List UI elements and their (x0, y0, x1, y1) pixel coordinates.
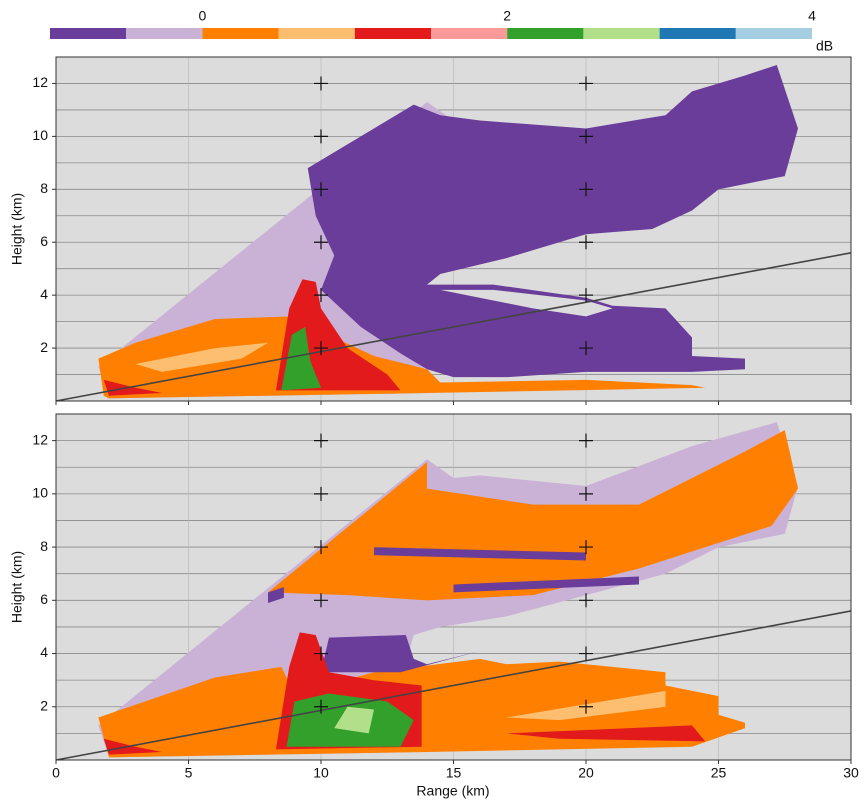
y-tick-label: 4 (40, 286, 48, 302)
colorbar: 0 2 4dB (50, 8, 833, 54)
x-tick-label: 20 (578, 765, 594, 781)
colorbar-unit: dB (816, 38, 833, 54)
figure: Height (km) 24681012 Height (k (0, 0, 864, 804)
x-tick-label: 15 (446, 765, 462, 781)
x-tick-label: 25 (711, 765, 727, 781)
x-tick-label: 30 (843, 765, 859, 781)
colorbar-segment (202, 28, 278, 39)
y-tick-label: 10 (32, 127, 48, 143)
colorbar-segment (583, 28, 659, 39)
y-tick-label: 8 (40, 180, 48, 196)
panel-top: Height (km) 2 4 6 8 10 12 (9, 57, 851, 405)
colorbar-segment (736, 28, 812, 39)
panel-bottom: Height (km) Range (km) 2 4 6 8 10 12 0 5 10 15 20 2… (9, 414, 859, 799)
y-tick-label: 2 (40, 697, 48, 713)
y-tick-label: 6 (40, 233, 48, 249)
y-tick-label: 6 (40, 591, 48, 607)
colorbar-segment (50, 28, 126, 39)
x-tick-label: 10 (313, 765, 329, 781)
colorbar-segment (507, 28, 583, 39)
colorbar-tick-label: 0 (199, 8, 207, 24)
colorbar-segment (660, 28, 736, 39)
y-axis-label: Height (km) (9, 193, 25, 265)
x-tick-label: 5 (185, 765, 193, 781)
colorbar-tick-label: 4 (808, 8, 816, 24)
y-tick-label: 4 (40, 644, 48, 660)
y-tick-label: 10 (32, 485, 48, 501)
y-tick-label: 12 (32, 74, 48, 90)
colorbar-tick-label: 2 (503, 8, 511, 24)
y-axis-label: Height (km) (9, 551, 25, 623)
x-tick-label: 0 (52, 765, 60, 781)
y-tick-label: 2 (40, 339, 48, 355)
y-tick-label: 12 (32, 431, 48, 447)
x-axis-label: Range (km) (416, 783, 489, 799)
colorbar-segment (355, 28, 431, 39)
colorbar-segment (431, 28, 507, 39)
y-tick-label: 8 (40, 538, 48, 554)
colorbar-segment (126, 28, 202, 39)
colorbar-segment (279, 28, 355, 39)
